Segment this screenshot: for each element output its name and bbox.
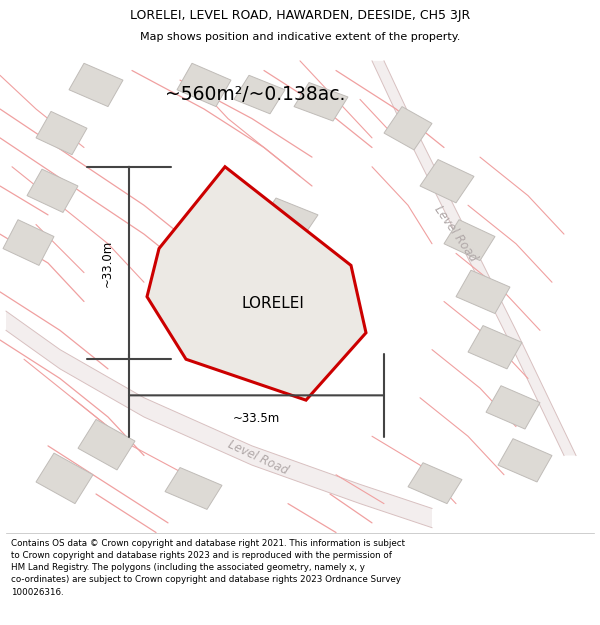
Polygon shape [165, 468, 222, 509]
Text: Map shows position and indicative extent of the property.: Map shows position and indicative extent… [140, 32, 460, 42]
Polygon shape [384, 107, 432, 150]
Text: LORELEI: LORELEI [242, 296, 304, 311]
Polygon shape [372, 61, 576, 456]
Polygon shape [3, 219, 54, 266]
Polygon shape [36, 453, 93, 504]
Polygon shape [147, 167, 366, 400]
Polygon shape [498, 439, 552, 482]
Polygon shape [456, 270, 510, 314]
Polygon shape [219, 268, 273, 304]
Polygon shape [177, 63, 231, 107]
Polygon shape [69, 63, 123, 107]
Text: Level Road: Level Road [432, 204, 480, 264]
Polygon shape [486, 386, 540, 429]
Polygon shape [468, 326, 522, 369]
Polygon shape [6, 311, 432, 528]
Polygon shape [258, 198, 318, 241]
Polygon shape [444, 219, 495, 261]
Text: Contains OS data © Crown copyright and database right 2021. This information is : Contains OS data © Crown copyright and d… [11, 539, 405, 597]
Text: Level Road: Level Road [226, 438, 290, 478]
Polygon shape [78, 419, 135, 470]
Polygon shape [294, 82, 348, 121]
Polygon shape [27, 169, 78, 212]
Text: ~33.5m: ~33.5m [233, 412, 280, 425]
Polygon shape [408, 462, 462, 504]
Text: ~33.0m: ~33.0m [101, 239, 114, 287]
Polygon shape [36, 111, 87, 155]
Text: ~560m²/~0.138ac.: ~560m²/~0.138ac. [165, 85, 346, 104]
Polygon shape [234, 75, 285, 114]
Polygon shape [420, 159, 474, 203]
Text: LORELEI, LEVEL ROAD, HAWARDEN, DEESIDE, CH5 3JR: LORELEI, LEVEL ROAD, HAWARDEN, DEESIDE, … [130, 9, 470, 22]
